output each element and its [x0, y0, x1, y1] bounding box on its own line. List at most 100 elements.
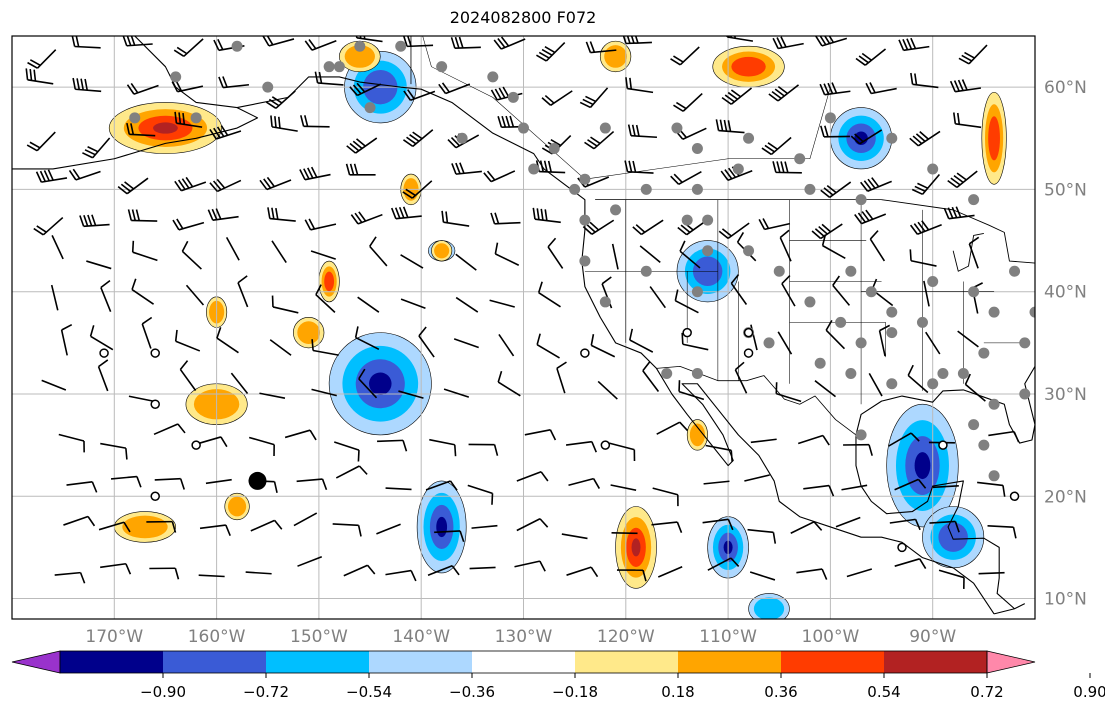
wind-barb — [500, 38, 526, 50]
wind-barb-flag — [914, 519, 921, 531]
wind-barb-flag — [626, 36, 631, 44]
wind-barb — [516, 471, 542, 482]
wind-barb-flag — [130, 82, 139, 94]
wind-barb — [268, 38, 295, 47]
colorbar-tick-label: 0.54 — [867, 683, 900, 701]
wind-barb — [835, 516, 861, 528]
wind-barb-flag — [917, 221, 926, 232]
wind-barb-flag — [823, 83, 830, 95]
station-calm — [1009, 491, 1020, 502]
wind-barb — [825, 329, 846, 350]
wind-barb-flag — [590, 566, 599, 578]
wind-barb — [814, 380, 837, 398]
wind-barb — [841, 484, 868, 491]
wind-barb — [126, 177, 149, 195]
station-gray — [231, 40, 243, 52]
wind-barb-flag — [632, 160, 637, 173]
wind-barb-flag — [87, 214, 93, 227]
wind-barb — [590, 49, 617, 54]
wind-barb-flag — [441, 210, 445, 223]
wind-barb-flag — [358, 368, 366, 380]
wind-barb-flag — [459, 162, 465, 174]
wind-barb-flag — [278, 116, 281, 129]
graticule — [12, 36, 1035, 619]
wind-barb — [199, 524, 226, 530]
wind-barb-flag — [267, 207, 271, 219]
wind-barb-flag — [825, 319, 833, 331]
wind-barb-flag — [181, 240, 189, 252]
station-gray — [855, 337, 867, 349]
wind-barb — [471, 524, 498, 529]
wind-barb — [796, 568, 823, 574]
wind-barb-flag — [61, 323, 73, 331]
wind-barb — [534, 218, 561, 224]
wind-barb-flag — [126, 84, 135, 95]
wind-barb-flag — [865, 82, 872, 94]
station-gray — [1019, 388, 1031, 400]
wind-barb-flag — [120, 183, 131, 192]
station-gray — [988, 306, 1000, 318]
wind-barb-flag — [91, 481, 98, 493]
wind-barb-flag — [174, 329, 178, 342]
wind-barb-flag — [727, 91, 738, 100]
wind-barb — [58, 433, 85, 442]
wind-barb-flag — [727, 519, 734, 531]
wind-barb-flag — [767, 142, 778, 150]
wind-barb-flag — [586, 223, 596, 233]
latitude-label: 50°N — [1044, 180, 1087, 200]
station-gray — [927, 163, 939, 175]
wind-barb-flag — [175, 80, 183, 92]
wind-barb-flag — [131, 209, 137, 221]
wind-barb-flag — [87, 146, 99, 153]
wind-barb — [357, 213, 383, 225]
wind-barb — [878, 330, 886, 357]
wind-barb — [679, 46, 700, 66]
wind-barb-flag — [91, 214, 97, 226]
wind-barb — [824, 90, 851, 96]
colorbar-frame — [59, 650, 988, 674]
wind-barb-flag — [509, 115, 515, 128]
wind-barb — [271, 126, 298, 132]
wind-barb-flag — [762, 218, 770, 229]
wind-barb-flag — [914, 73, 918, 85]
wind-barb-flag — [861, 211, 870, 222]
wind-barb-flag — [629, 77, 633, 90]
wind-barb-flag — [813, 521, 823, 531]
wind-barb-flag — [356, 138, 366, 147]
wind-barb-flag — [451, 565, 460, 576]
wind-barb-flag — [354, 326, 359, 338]
wind-barb — [597, 380, 618, 400]
map-title: 2024082800 F072 — [449, 8, 597, 27]
wind-barb-flag — [216, 178, 226, 189]
wind-barb-flag — [29, 141, 41, 149]
wind-barb-flag — [784, 161, 789, 173]
wind-barb — [185, 284, 205, 306]
wind-barb-flag — [855, 57, 866, 66]
wind-barb — [514, 560, 541, 568]
wind-barb — [376, 523, 401, 535]
wind-barb-flag — [505, 115, 511, 128]
wind-barb — [369, 245, 388, 267]
wind-barb-flag — [947, 180, 958, 189]
station-gray — [814, 357, 826, 369]
wind-barb — [777, 331, 793, 355]
wind-barb-flag — [346, 145, 357, 154]
wind-barb-flag — [909, 249, 912, 261]
wind-barb — [455, 134, 480, 149]
wind-barb-flag — [451, 163, 457, 175]
wind-barb-flag — [84, 149, 96, 156]
station-gray — [691, 183, 703, 195]
wind-barb — [547, 246, 564, 269]
wind-barb — [490, 170, 516, 183]
wind-barb-flag — [263, 178, 272, 189]
wind-barb — [248, 436, 275, 446]
wind-barb-flag — [909, 137, 919, 147]
station-gray — [702, 214, 714, 226]
wind-barb-flag — [955, 206, 962, 218]
wind-barb-flag — [536, 54, 547, 62]
colorbar-segment — [163, 651, 267, 673]
wind-barb-flag — [141, 316, 153, 325]
wind-barb — [489, 299, 515, 308]
wind-barb-flag — [412, 131, 423, 140]
station-gray — [262, 81, 274, 93]
